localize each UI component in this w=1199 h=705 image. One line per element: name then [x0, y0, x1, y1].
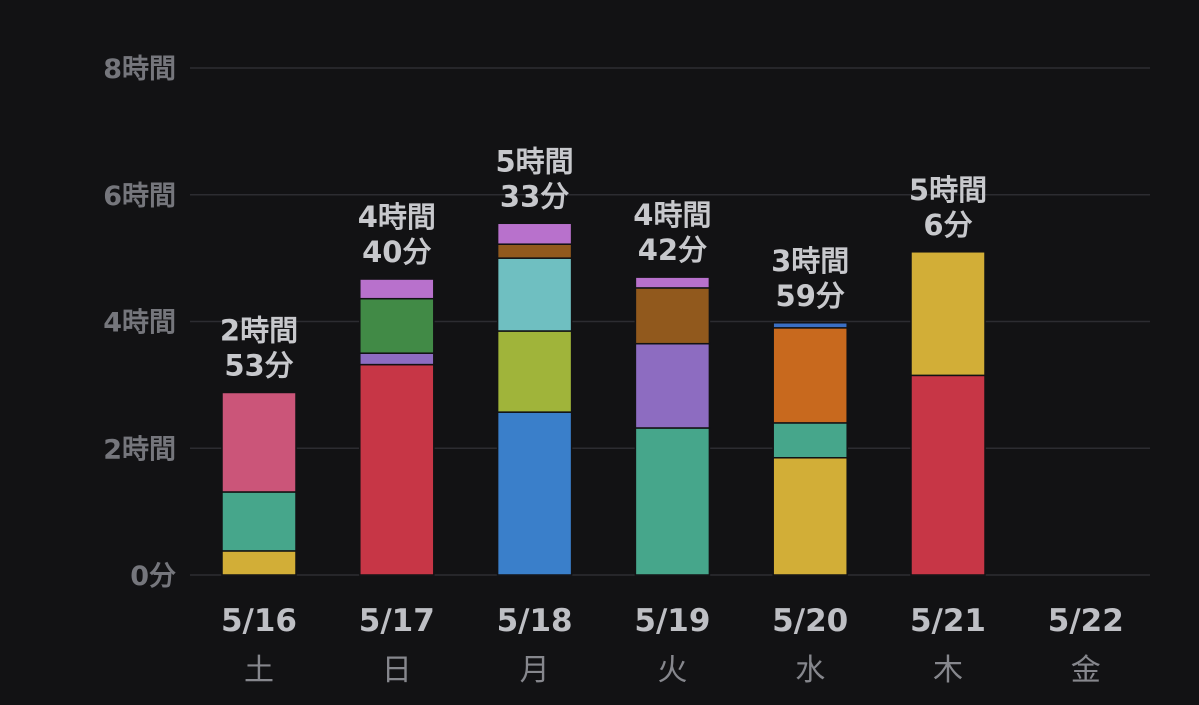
- bar-segment: [221, 391, 297, 493]
- bar-total-label: 4時間: [358, 200, 436, 234]
- bar-segment: [772, 322, 848, 329]
- bar-segment: [359, 352, 435, 366]
- x-date-label: 5/16: [221, 603, 297, 639]
- y-tick-label: 8時間: [103, 54, 176, 85]
- bar-segment: [772, 422, 848, 459]
- bar-total-label: 3時間: [771, 244, 849, 278]
- bar-total-label: 5時間: [909, 173, 987, 207]
- bar-total-label: 5時間: [496, 144, 574, 178]
- x-date-label: 5/18: [497, 603, 573, 639]
- bar-segment: [772, 327, 848, 424]
- bar-segment: [221, 550, 297, 576]
- x-date-label: 5/17: [359, 603, 435, 639]
- x-weekday-label: 火: [657, 653, 687, 688]
- bar-segment: [634, 287, 711, 345]
- x-weekday-label: 金: [1071, 653, 1101, 688]
- bar-segment: [910, 251, 986, 377]
- bar-total-label: 42分: [638, 233, 707, 267]
- bar-segment: [496, 411, 573, 576]
- x-axis-labels: 5/16 土 5/17 日 5/18 月 5/19 火 5/20 水 5/21 木 5/22 金: [221, 603, 1124, 688]
- x-date-label: 5/20: [772, 603, 848, 639]
- bar-segment: [359, 363, 435, 576]
- bar-segment: [634, 276, 711, 289]
- bar-segment: [496, 222, 573, 245]
- x-weekday-label: 水: [795, 653, 825, 688]
- bar-segment: [221, 491, 297, 552]
- x-weekday-label: 土: [244, 653, 274, 688]
- x-weekday-label: 木: [933, 653, 963, 688]
- y-tick-label: 6時間: [103, 181, 176, 212]
- bar-segment: [772, 457, 848, 576]
- bar-total-label: 59分: [776, 279, 845, 313]
- bar-total-label: 33分: [500, 179, 569, 213]
- bar-segment: [634, 427, 711, 576]
- x-date-label: 5/21: [910, 603, 986, 639]
- bar-segment: [910, 374, 986, 576]
- x-date-label: 5/22: [1048, 603, 1124, 639]
- bar-total-label: 2時間: [220, 313, 298, 347]
- bar-segment: [359, 297, 435, 354]
- bar-total-label: 4時間: [633, 198, 711, 232]
- stacked-bars: [221, 222, 986, 576]
- bar-total-label: 40分: [362, 235, 431, 269]
- bar-total-label: 53分: [224, 348, 293, 382]
- y-tick-label: 2時間: [103, 434, 176, 465]
- x-weekday-label: 日: [382, 653, 412, 688]
- bar-segment: [634, 342, 711, 429]
- x-weekday-label: 月: [520, 653, 550, 688]
- bar-segment: [496, 330, 573, 413]
- y-axis-tick-labels: 0分 2時間 4時間 6時間 8時間: [103, 54, 176, 592]
- y-tick-label: 0分: [130, 561, 176, 592]
- y-tick-label: 4時間: [103, 308, 176, 339]
- bar-total-label: 6分: [923, 208, 972, 242]
- x-date-label: 5/19: [634, 603, 710, 639]
- bar-segment: [496, 257, 573, 332]
- bar-segment: [359, 278, 435, 300]
- bar-segment: [496, 243, 573, 259]
